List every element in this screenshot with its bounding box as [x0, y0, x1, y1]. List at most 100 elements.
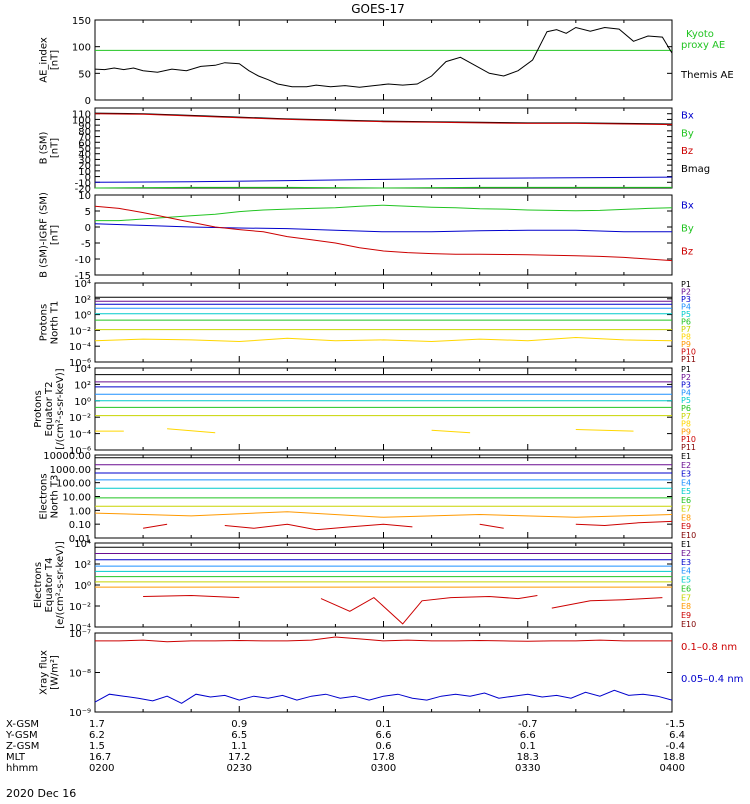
- y-tick-label: 10⁴: [74, 539, 91, 550]
- legend-item: E9: [681, 522, 691, 531]
- legend-item: Kyoto: [686, 29, 714, 40]
- legend-item: E8: [681, 602, 691, 611]
- legend-item: P3: [681, 295, 691, 304]
- ephemeris-row-label: hhmm: [6, 763, 38, 774]
- legend-item: E3: [681, 558, 691, 567]
- series-e9d: [575, 520, 673, 527]
- ephemeris-value: 1.7: [89, 719, 105, 730]
- y-tick-label: 10⁻⁶: [69, 446, 91, 457]
- y-axis-label: Electrons: [39, 473, 50, 519]
- legend-item: P1: [681, 365, 691, 374]
- legend-item: P2: [681, 288, 691, 297]
- ephemeris-value: 1.1: [231, 741, 247, 752]
- ephemeris-value: 6.2: [89, 730, 105, 741]
- ephemeris-value: -0.7: [518, 719, 538, 730]
- panel-5: 10⁴ 10² 10⁰ 10⁻² 10⁻⁴ 10⁻⁶ Protons Equator T2 [/…: [33, 364, 696, 457]
- legend-item: P3: [681, 381, 691, 390]
- y-axis-label: B (SM)-IGRF (SM): [39, 192, 50, 278]
- y-tick-label: -15: [75, 271, 91, 282]
- y-tick-label: 30: [78, 155, 91, 166]
- ephemeris-value: 0.9: [231, 719, 247, 730]
- legend-item: 0.05–0.4 nm: [681, 674, 743, 685]
- panel-frame: [94, 194, 673, 276]
- y-tick-label: 60: [78, 138, 91, 149]
- y-tick-label: 0.01: [69, 534, 91, 545]
- y-tick-label: 40: [78, 150, 91, 161]
- y-tick-label: 10⁰: [74, 581, 91, 592]
- ephemeris-value: 0300: [371, 763, 396, 774]
- series-bz: [94, 205, 673, 262]
- y-tick-label: 10⁰: [74, 397, 91, 408]
- y-axis-label: Equator T4: [44, 558, 55, 613]
- y-axis-label: Protons: [39, 304, 50, 341]
- legend-item: P8: [681, 333, 691, 342]
- legend-item: Bx: [681, 201, 694, 212]
- series-by: [94, 186, 672, 189]
- series-0-1-0-8-nm: [95, 636, 672, 643]
- legend-item: P6: [681, 404, 691, 413]
- ephemeris-value: 6.6: [520, 730, 536, 741]
- panel-6: 10000.00 1000.00 100.00 10.00 1.00 0.10 0.01 El…: [39, 451, 697, 545]
- y-tick-label: 0: [85, 96, 91, 107]
- series-by: [95, 204, 673, 222]
- series-themis-ae: [94, 26, 673, 88]
- series-p8b: [167, 428, 216, 434]
- legend-item: P11: [681, 443, 696, 452]
- legend-item: E8: [681, 513, 691, 522]
- panel-frame: [94, 107, 673, 189]
- ephemeris-value: 0.1: [376, 719, 392, 730]
- legend-item: E2: [681, 461, 691, 470]
- y-tick-label: 10⁻⁶: [69, 358, 91, 369]
- ephemeris-row-label: MLT: [6, 752, 26, 763]
- ephemeris-value: 0230: [227, 763, 252, 774]
- legend-item: 0.1–0.8 nm: [681, 642, 737, 653]
- date-label: 2020 Dec 16: [6, 787, 76, 800]
- ephemeris-row-label: Y-GSM: [5, 730, 38, 741]
- y-tick-label: 10⁰: [74, 311, 91, 322]
- y-tick-label: -5: [81, 239, 91, 250]
- y-tick-label: 10⁻²: [69, 326, 91, 337]
- legend-item: P11: [681, 355, 696, 364]
- y-tick-label: 10⁻²: [69, 602, 91, 613]
- ephemeris-value: 6.4: [669, 730, 685, 741]
- y-tick-label: 5: [85, 207, 91, 218]
- panel-8: 10⁻⁷ 10⁻⁸ 10⁻⁹ Xray flux [W/m²] 0.1–0.8 nm 0.0…: [39, 629, 744, 719]
- legend-item: P9: [681, 427, 691, 436]
- series-e9b: [224, 523, 413, 531]
- legend-item: P8: [681, 420, 691, 429]
- legend-item: proxy AE: [681, 40, 725, 51]
- legend-item: E5: [681, 576, 691, 585]
- y-tick-label: 90: [78, 121, 91, 132]
- ephemeris-value: -1.5: [665, 719, 685, 730]
- y-axis-label: North T1: [50, 301, 61, 345]
- legend-item: E10: [681, 620, 696, 629]
- legend-item: Bz: [681, 146, 693, 157]
- series-bmag: [94, 112, 673, 125]
- series-p8: [94, 336, 673, 343]
- y-axis-label: Xray flux: [39, 650, 50, 695]
- y-tick-label: 1000.00: [50, 465, 91, 476]
- y-tick-label: 10²: [74, 380, 91, 391]
- y-axis-label: [/(cm²-s-sr-keV)]: [55, 368, 66, 449]
- y-tick-label: -20: [75, 184, 91, 195]
- series-e9c: [479, 523, 504, 529]
- y-tick-label: 50: [78, 144, 91, 155]
- y-tick-label: 100: [72, 115, 91, 126]
- ephemeris-value: 1.5: [89, 741, 105, 752]
- y-tick-label: 50: [78, 69, 91, 80]
- y-axis-label: [nT]: [50, 50, 61, 70]
- ephemeris-value: 18.8: [663, 752, 685, 763]
- legend-item: P6: [681, 318, 691, 327]
- y-tick-label: 10⁴: [74, 364, 91, 375]
- legend-item: P2: [681, 373, 691, 382]
- y-tick-label: 10000.00: [43, 451, 91, 462]
- y-tick-label: 10⁻⁹: [69, 708, 91, 719]
- legend-item: P5: [681, 310, 691, 319]
- y-tick-label: 10.00: [62, 493, 91, 504]
- y-tick-label: 0.10: [69, 520, 91, 531]
- legend-item: P7: [681, 412, 691, 421]
- series-0-05-0-4-nm: [94, 689, 673, 704]
- legend-item: E2: [681, 549, 691, 558]
